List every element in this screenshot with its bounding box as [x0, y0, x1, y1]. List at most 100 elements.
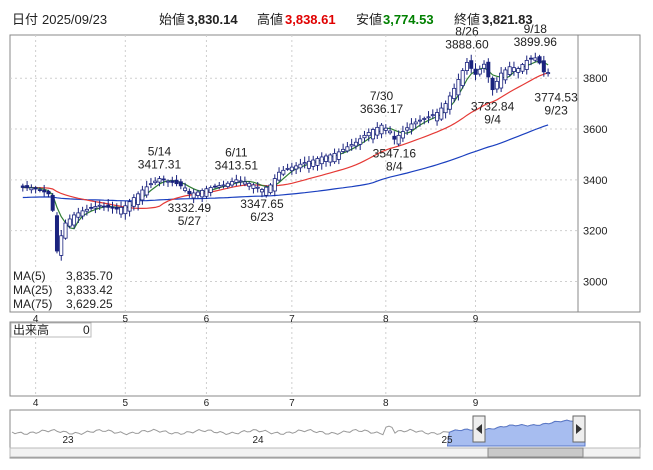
candle-body	[409, 123, 414, 130]
candle-body	[170, 180, 175, 183]
candle-body	[537, 56, 542, 64]
x-axis-ticks: 4 4 5 5 6 6 7 7 8 8 9 9	[33, 314, 479, 409]
scrollbar-thumb[interactable]	[487, 447, 584, 458]
volume-panel-frame	[9, 321, 641, 397]
candle-body	[20, 185, 25, 188]
candle-body	[477, 68, 482, 75]
candle-body	[29, 187, 34, 191]
volume-legend-box	[10, 322, 92, 338]
candle-body	[187, 190, 192, 195]
candle-body	[353, 141, 358, 147]
candle-body	[362, 134, 367, 139]
candle-body	[289, 166, 294, 172]
candle-body	[148, 183, 153, 186]
annotation-date: 6/11	[225, 145, 248, 159]
candle-body	[157, 178, 162, 183]
candle-body	[166, 180, 171, 183]
candle-body	[499, 72, 504, 89]
date-value: 2025/09/23	[42, 12, 107, 27]
candle-body	[242, 181, 247, 185]
open-label: 始値	[159, 12, 185, 27]
candle-body	[417, 119, 422, 122]
date-label: 日付	[12, 12, 38, 27]
candle-body	[67, 218, 72, 227]
high-value: 3,838.61	[285, 12, 336, 27]
range-overview[interactable]: 23 24 25	[9, 415, 641, 458]
range-handle-left[interactable]	[472, 415, 486, 443]
overview-year-24: 24	[252, 435, 264, 446]
ma25-path	[22, 72, 549, 209]
candle-body	[153, 180, 158, 184]
annotation-date: 8/4	[386, 159, 403, 173]
ma-legend: MA(5) 3,835.70 MA(25) 3,833.42 MA(75) 3,…	[11, 267, 121, 311]
candle-body	[140, 189, 145, 201]
candle-body	[524, 60, 529, 70]
candle-body	[204, 188, 209, 197]
candle-body	[422, 118, 427, 120]
candle-body	[217, 185, 222, 188]
candle-body	[439, 107, 444, 120]
candle-body	[336, 151, 341, 160]
candle-body	[392, 135, 397, 140]
x-tick-label: 7	[289, 398, 295, 409]
volume-grid	[35, 322, 477, 396]
candle-body	[247, 183, 252, 187]
ma5-path	[22, 60, 549, 230]
candle-body	[507, 66, 512, 75]
candle-body	[503, 69, 508, 81]
candle-body	[93, 206, 98, 209]
candle-body	[456, 79, 461, 96]
range-handle-right[interactable]	[572, 415, 586, 443]
candle-body	[268, 184, 273, 194]
candle-body	[225, 182, 230, 187]
candle-body	[42, 189, 47, 193]
annotation-date: 5/27	[178, 214, 202, 228]
candle-body	[251, 184, 256, 189]
candle-body	[328, 154, 333, 163]
close-value: 3,821.83	[482, 12, 533, 27]
candle-body	[383, 127, 388, 131]
annotation-value: 3413.51	[215, 158, 259, 172]
candle-body	[285, 168, 290, 170]
candle-body	[426, 116, 431, 119]
ma75-line	[22, 124, 549, 202]
candle-body	[324, 155, 329, 162]
candle-body	[54, 215, 59, 252]
candle-body	[341, 148, 346, 152]
legend-ma25-name: MA(25)	[13, 283, 52, 297]
annotation-value: 3332.49	[168, 201, 212, 215]
candle-body	[259, 189, 264, 193]
candle-body	[511, 67, 516, 72]
candle-body	[332, 153, 337, 163]
chevron-left-icon	[476, 424, 482, 434]
candle-body	[452, 87, 457, 99]
volume-label: 出来高	[13, 322, 49, 337]
annotation-value: 3732.84	[471, 99, 515, 113]
candle-body	[396, 134, 401, 145]
candle-body	[272, 178, 277, 192]
candle-body	[533, 57, 538, 61]
x-tick-label: 9	[473, 314, 479, 325]
annotation-value: 3774.53	[534, 91, 578, 105]
candle-body	[413, 121, 418, 125]
x-tick-label: 5	[123, 314, 129, 325]
scrollbar-track[interactable]	[9, 447, 641, 458]
candle-body	[37, 189, 42, 191]
legend-background	[11, 267, 121, 311]
candle-body	[230, 181, 235, 186]
y-tick-label: 3800	[583, 73, 607, 85]
candle-body	[136, 193, 141, 205]
candle-body	[460, 70, 465, 86]
annotation-value: 3636.17	[360, 102, 404, 116]
candle-body	[97, 204, 102, 207]
overview-year-23: 23	[62, 435, 74, 446]
low-value: 3,774.53	[383, 12, 434, 27]
annotation-date: 9/18	[524, 22, 548, 36]
annotation-value: 3888.60	[445, 38, 489, 52]
candle-body	[25, 185, 30, 189]
candle-body	[127, 201, 132, 212]
annotation-value: 3417.31	[138, 157, 182, 171]
candle-body	[114, 207, 119, 210]
candle-body	[315, 158, 320, 166]
